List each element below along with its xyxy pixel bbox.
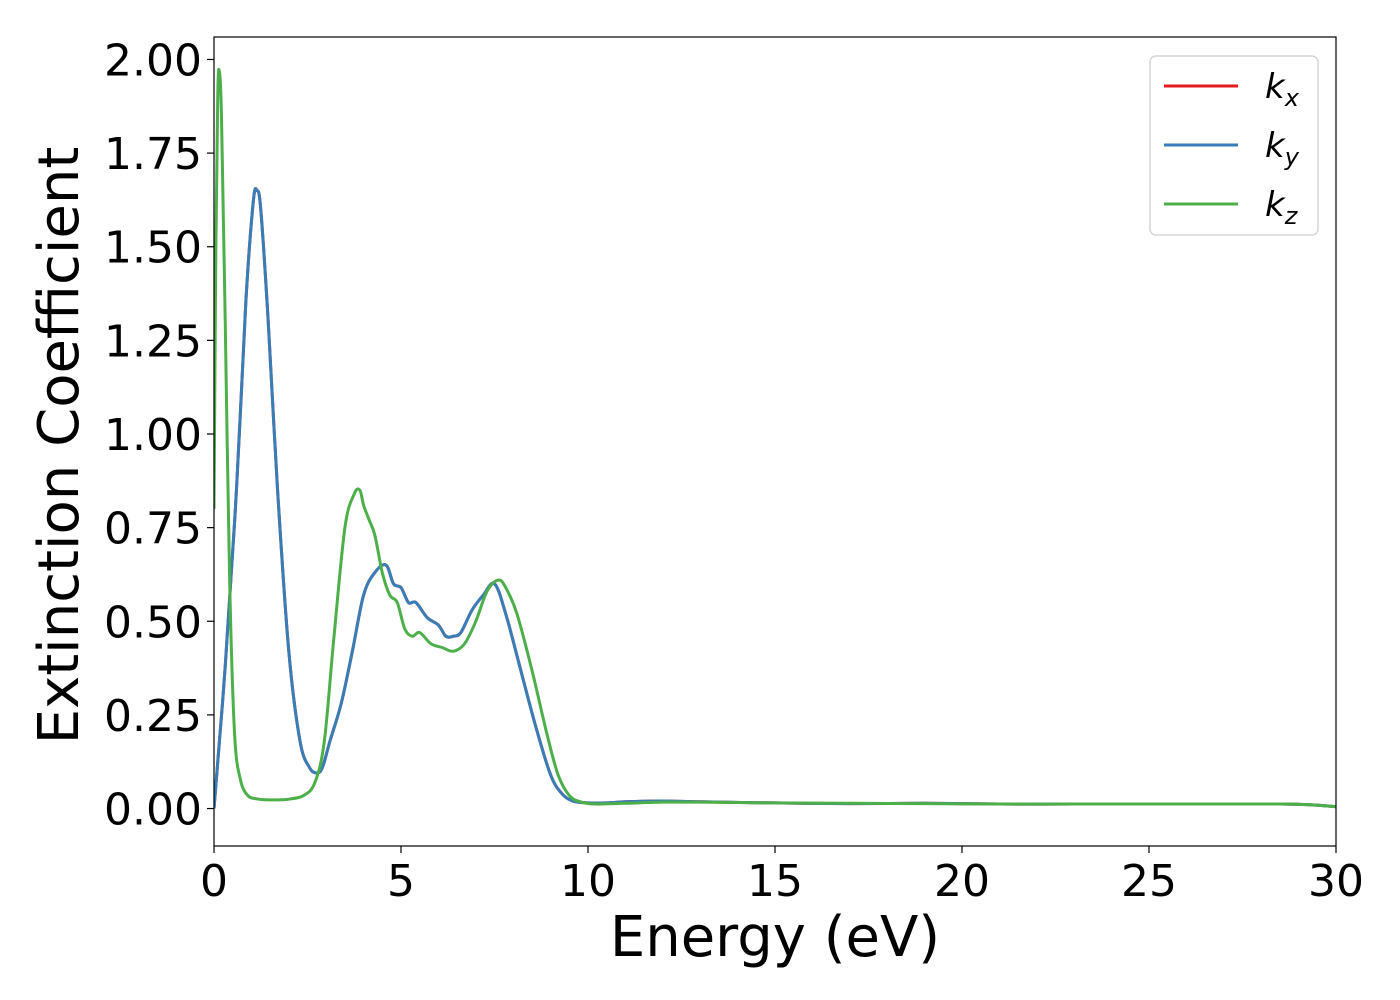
legend-label-x: kx bbox=[1265, 67, 1300, 112]
y-tick-label: 1.50 bbox=[104, 223, 202, 274]
legend-label-subscript: y bbox=[1284, 143, 1300, 171]
legend-label-subscript: z bbox=[1284, 202, 1299, 230]
y-tick-label: 0.50 bbox=[104, 597, 202, 648]
y-tick-label: 1.75 bbox=[104, 129, 202, 180]
plot-area bbox=[214, 37, 1336, 846]
x-tick-label: 25 bbox=[1121, 856, 1177, 907]
y-tick-label: 0.00 bbox=[104, 785, 202, 836]
y-tick-label: 1.00 bbox=[104, 410, 202, 461]
x-tick-label: 0 bbox=[200, 856, 228, 907]
series-layer bbox=[214, 67, 1336, 809]
y-axis-label: Extinction Coefficient bbox=[27, 147, 92, 745]
x-tick-label: 20 bbox=[934, 856, 990, 907]
axes-layer: 0 5 10 15 20 25 30 0.00 0.25 0.50 0.75 1.00 1.25 1.50… bbox=[104, 35, 1364, 907]
legend-label-main: k bbox=[1265, 67, 1286, 107]
y-tick-label: 1.25 bbox=[104, 316, 202, 367]
legend-label-subscript: x bbox=[1284, 84, 1300, 112]
legend-label-z: kz bbox=[1265, 185, 1299, 230]
x-tick-label: 30 bbox=[1308, 856, 1364, 907]
x-axis-label: Energy (eV) bbox=[610, 905, 940, 970]
x-tick-label: 15 bbox=[747, 856, 803, 907]
legend-label-y: ky bbox=[1265, 126, 1300, 171]
y-tick-label: 2.00 bbox=[104, 35, 202, 86]
legend-label-main: k bbox=[1265, 185, 1286, 225]
legend-label-main: k bbox=[1265, 126, 1286, 166]
series-line-z bbox=[214, 67, 1336, 809]
y-tick-label: 0.75 bbox=[104, 504, 202, 555]
x-tick-label: 5 bbox=[387, 856, 415, 907]
y-tick-label: 0.25 bbox=[104, 691, 202, 742]
plot-background bbox=[214, 37, 1336, 846]
x-tick-label: 10 bbox=[560, 856, 616, 907]
